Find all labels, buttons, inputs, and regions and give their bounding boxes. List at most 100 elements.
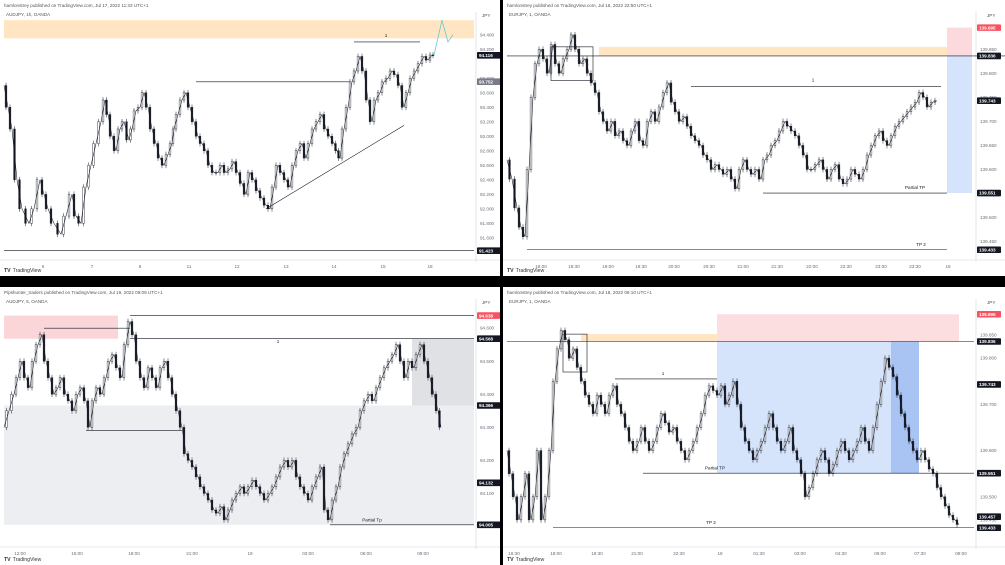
- price-label-tag: [477, 479, 500, 487]
- x-tick-label: 22:30: [840, 264, 852, 269]
- price-label: 139.457: [979, 514, 996, 519]
- y-tick-label: 139.700: [980, 402, 997, 407]
- price-label-tag: [977, 97, 1001, 104]
- x-tick-label: 19:00: [602, 264, 614, 269]
- publish-header: hamlonstrey published on TradingView.com…: [507, 3, 652, 8]
- chart-panel-top-right: hamlonstrey published on TradingView.com…: [503, 0, 1005, 276]
- chart-panel-top-left: hamlonstrey published on TradingView.com…: [0, 0, 500, 276]
- candlestick-chart[interactable]: 1 Partial TP TP 2 139.850 139.800 139.700 139.…: [503, 287, 1005, 565]
- y-tick-label: 92.000: [480, 206, 494, 211]
- tradingview-logo-icon: TV: [507, 557, 514, 563]
- y-tick-label: 139.650: [980, 143, 997, 148]
- chart-panel-bottom-left: Pipshunter_traders published on TradingV…: [0, 287, 500, 565]
- symbol-label: AUDJPY, 1h, OANDA: [6, 12, 51, 17]
- currency-label: JPY: [987, 13, 996, 18]
- price-label-tag: [977, 189, 1001, 197]
- y-tick-label: 93.200: [480, 119, 494, 124]
- chart-panel-bottom-right: hamlonstrey published on TradingView.com…: [503, 287, 1005, 565]
- x-tick-label: 15:00: [71, 551, 83, 556]
- y-tick-label: 139.500: [980, 215, 997, 220]
- price-label: 139.836: [979, 339, 996, 344]
- x-tick-label: 6: [42, 264, 45, 269]
- y-tick-label: 92.400: [480, 177, 494, 182]
- publish-header: hamlonstrey published on TradingView.com…: [507, 290, 652, 295]
- price-label: 94.132: [479, 481, 493, 486]
- y-tick-label: 139.850: [980, 333, 997, 338]
- y-tick-label: 139.450: [980, 517, 997, 522]
- x-tick-label: 19:30: [635, 264, 647, 269]
- annotation-label: 1: [385, 33, 388, 38]
- x-tick-label: 03:00: [794, 551, 806, 556]
- price-label-tag: [977, 381, 1001, 388]
- annotation-label: 1: [277, 339, 280, 344]
- price-label-tag: [477, 402, 500, 409]
- publish-header: Pipshunter_traders published on TradingV…: [4, 290, 163, 295]
- price-line: [506, 329, 960, 525]
- x-tick-label: 19:30: [591, 551, 603, 556]
- target-zone: [947, 55, 972, 194]
- price-label: 139.743: [979, 98, 996, 103]
- tradingview-logo-icon: TV: [507, 268, 514, 274]
- price-label-tag: [977, 246, 1001, 254]
- price-label: 139.551: [979, 471, 996, 476]
- x-tick-label: 09:00: [955, 551, 967, 556]
- currency-label: JPY: [987, 300, 996, 305]
- candlestick-chart[interactable]: 1 Partial Tp 94.600 94.500 94.400 94.300 94.20…: [0, 287, 500, 565]
- y-tick-label: 139.800: [980, 71, 997, 76]
- price-label: 139.433: [979, 525, 996, 530]
- symbol-label: EURJPY, 1, OANDA: [509, 299, 551, 304]
- target-zone: [891, 341, 919, 474]
- x-tick-label: 21:30: [771, 264, 783, 269]
- x-tick-label: 13: [283, 264, 289, 269]
- supply-zone: [412, 338, 474, 406]
- currency-label: JPY: [482, 300, 491, 305]
- x-tick-label: 15: [380, 264, 386, 269]
- target-zone: [947, 27, 972, 56]
- price-label: 94.366: [479, 403, 493, 408]
- x-tick-label: 12:00: [14, 551, 26, 556]
- x-tick-label: 18: [427, 264, 433, 269]
- x-tick-label: 23:00: [875, 264, 887, 269]
- projection-path: [433, 20, 454, 56]
- annotation-label: TP 2: [706, 520, 716, 525]
- price-line: [3, 54, 435, 235]
- range-box: [562, 333, 588, 373]
- annotation-label: TP 2: [916, 242, 926, 247]
- x-tick-label: 23:30: [909, 264, 921, 269]
- y-tick-label: 91.800: [480, 221, 494, 226]
- y-tick-label: 139.500: [980, 494, 997, 499]
- range-box: [550, 46, 594, 81]
- tradingview-footer: TV TradingView: [4, 268, 42, 274]
- x-tick-label: 14: [331, 264, 337, 269]
- candlestick-chart[interactable]: 1 94.400 94.200 93.800 93.600 93.400 93.200 93.…: [0, 0, 500, 276]
- price-label-tag: [477, 335, 500, 343]
- price-label-tag: [977, 513, 1001, 520]
- price-label-tag: [977, 310, 1001, 318]
- x-tick-label: 18:00: [128, 551, 140, 556]
- tradingview-footer: TV TradingView: [507, 557, 545, 563]
- tradingview-logo-icon: TV: [4, 268, 11, 274]
- x-tick-label: 7: [91, 264, 94, 269]
- price-label: 94.568: [479, 336, 493, 341]
- price-label-tag: [977, 524, 1001, 532]
- price-label-tag: [977, 52, 1001, 60]
- x-tick-label: 8: [139, 264, 142, 269]
- price-label: 139.895: [979, 312, 996, 317]
- currency-label: JPY: [482, 13, 491, 18]
- price-line: [3, 321, 442, 521]
- supply-zone: [599, 46, 947, 56]
- price-label-tag: [477, 312, 500, 319]
- x-tick-label: 21:00: [631, 551, 643, 556]
- x-tick-label: 11: [187, 264, 192, 269]
- x-tick-label: 18:00: [535, 264, 547, 269]
- y-tick-label: 94.600: [480, 326, 494, 331]
- x-tick-label: 06:00: [360, 551, 372, 556]
- supply-zone: [581, 334, 717, 342]
- x-tick-label: 18:00: [550, 551, 562, 556]
- annotation-label: 1: [812, 77, 815, 82]
- y-tick-label: 93.800: [480, 76, 494, 81]
- price-label-tag: [977, 338, 1001, 345]
- price-label: 91.423: [479, 248, 493, 253]
- price-label-tag: [477, 78, 500, 86]
